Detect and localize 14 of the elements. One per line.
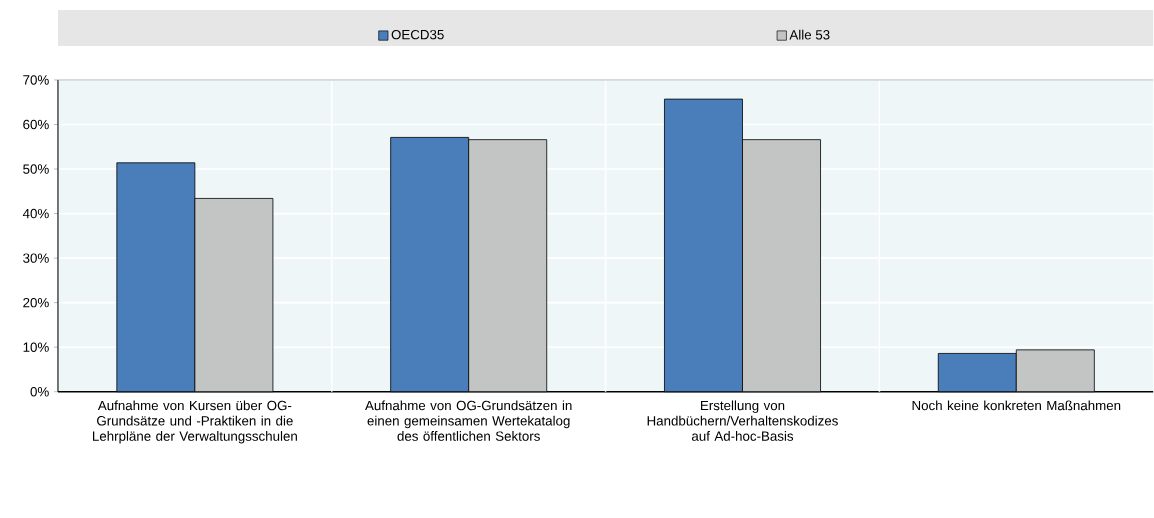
y-tick-label: 0% [30, 387, 49, 397]
x-tick-label: Noch keine konkreten Maßnahmen [912, 400, 1121, 411]
y-tick-label: 20% [23, 298, 49, 308]
x-tick-label: Erstellung von Handbüchern/Verhaltenskodizes auf Ad-hoc-Basis [647, 400, 838, 442]
x-tick-label: Aufnahme von OG-Grundsätzen in einen gemeinsamen Wertekatalog des öffentlichen Sektors [365, 400, 572, 442]
y-tick-label: 30% [23, 253, 49, 263]
y-tick-label: 50% [23, 164, 49, 174]
legend-label: OECD35 [391, 30, 444, 40]
y-tick-label: 40% [22, 209, 49, 219]
y-tick-label: 60% [23, 119, 49, 130]
y-tick-label: 10% [23, 342, 49, 353]
legend-label: Alle 53 [789, 29, 830, 40]
x-tick-label: Aufnahme von Kursen über OG-Grundsätze und -Praktiken in die Lehrpläne der Verwaltungsschulen [93, 400, 297, 444]
y-tick-label: 70% [23, 75, 49, 85]
